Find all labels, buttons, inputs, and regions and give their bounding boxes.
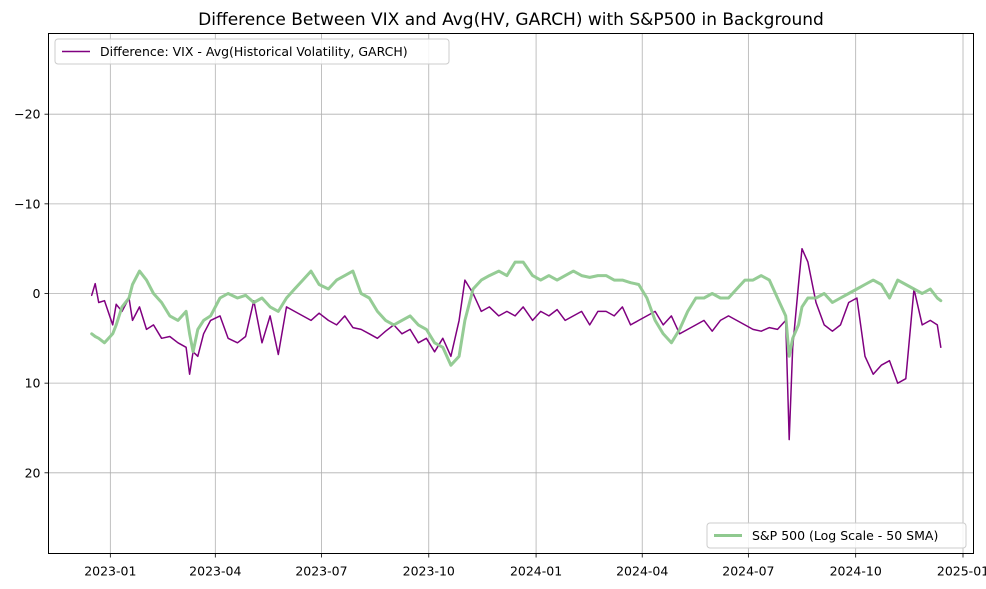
chart-title: Difference Between VIX and Avg(HV, GARCH… xyxy=(198,10,824,30)
legend-secondary-box xyxy=(706,522,967,549)
y-tick-label: −10 xyxy=(14,196,40,211)
x-tick-label: 2024-07 xyxy=(722,564,774,579)
x-tick-label: 2024-10 xyxy=(830,564,882,579)
y-axis: −20 −10 0 10 20 xyxy=(14,107,49,480)
legend-secondary-label: S&P 500 (Log Scale - 50 SMA) xyxy=(752,528,938,543)
legend-secondary: S&P 500 (Log Scale - 50 SMA) xyxy=(706,522,967,549)
series-line-sp500 xyxy=(90,260,943,367)
y-tick-label: 20 xyxy=(25,465,41,480)
y-tick-label: 0 xyxy=(33,286,41,301)
legend-primary-box xyxy=(54,38,450,65)
legend-primary-label: Difference: VIX - Avg(Historical Volatil… xyxy=(100,44,408,59)
x-axis: 2023-01 2023-04 2023-07 2023-10 2024-01 2024-… xyxy=(84,553,986,579)
series-group xyxy=(90,247,943,441)
y-tick-label: 10 xyxy=(25,376,41,391)
y-tick-label: −20 xyxy=(14,107,40,122)
x-tick-label: 2025-01 xyxy=(937,564,986,579)
x-tick-label: 2024-04 xyxy=(616,564,668,579)
series-line-difference xyxy=(90,247,942,441)
x-tick-label: 2023-07 xyxy=(295,564,347,579)
grid xyxy=(48,33,974,554)
x-tick-label: 2024-01 xyxy=(510,564,562,579)
x-tick-label: 2023-10 xyxy=(403,564,455,579)
x-tick-label: 2023-01 xyxy=(84,564,136,579)
legend-primary: Difference: VIX - Avg(Historical Volatil… xyxy=(54,38,450,65)
x-tick-label: 2023-04 xyxy=(189,564,241,579)
